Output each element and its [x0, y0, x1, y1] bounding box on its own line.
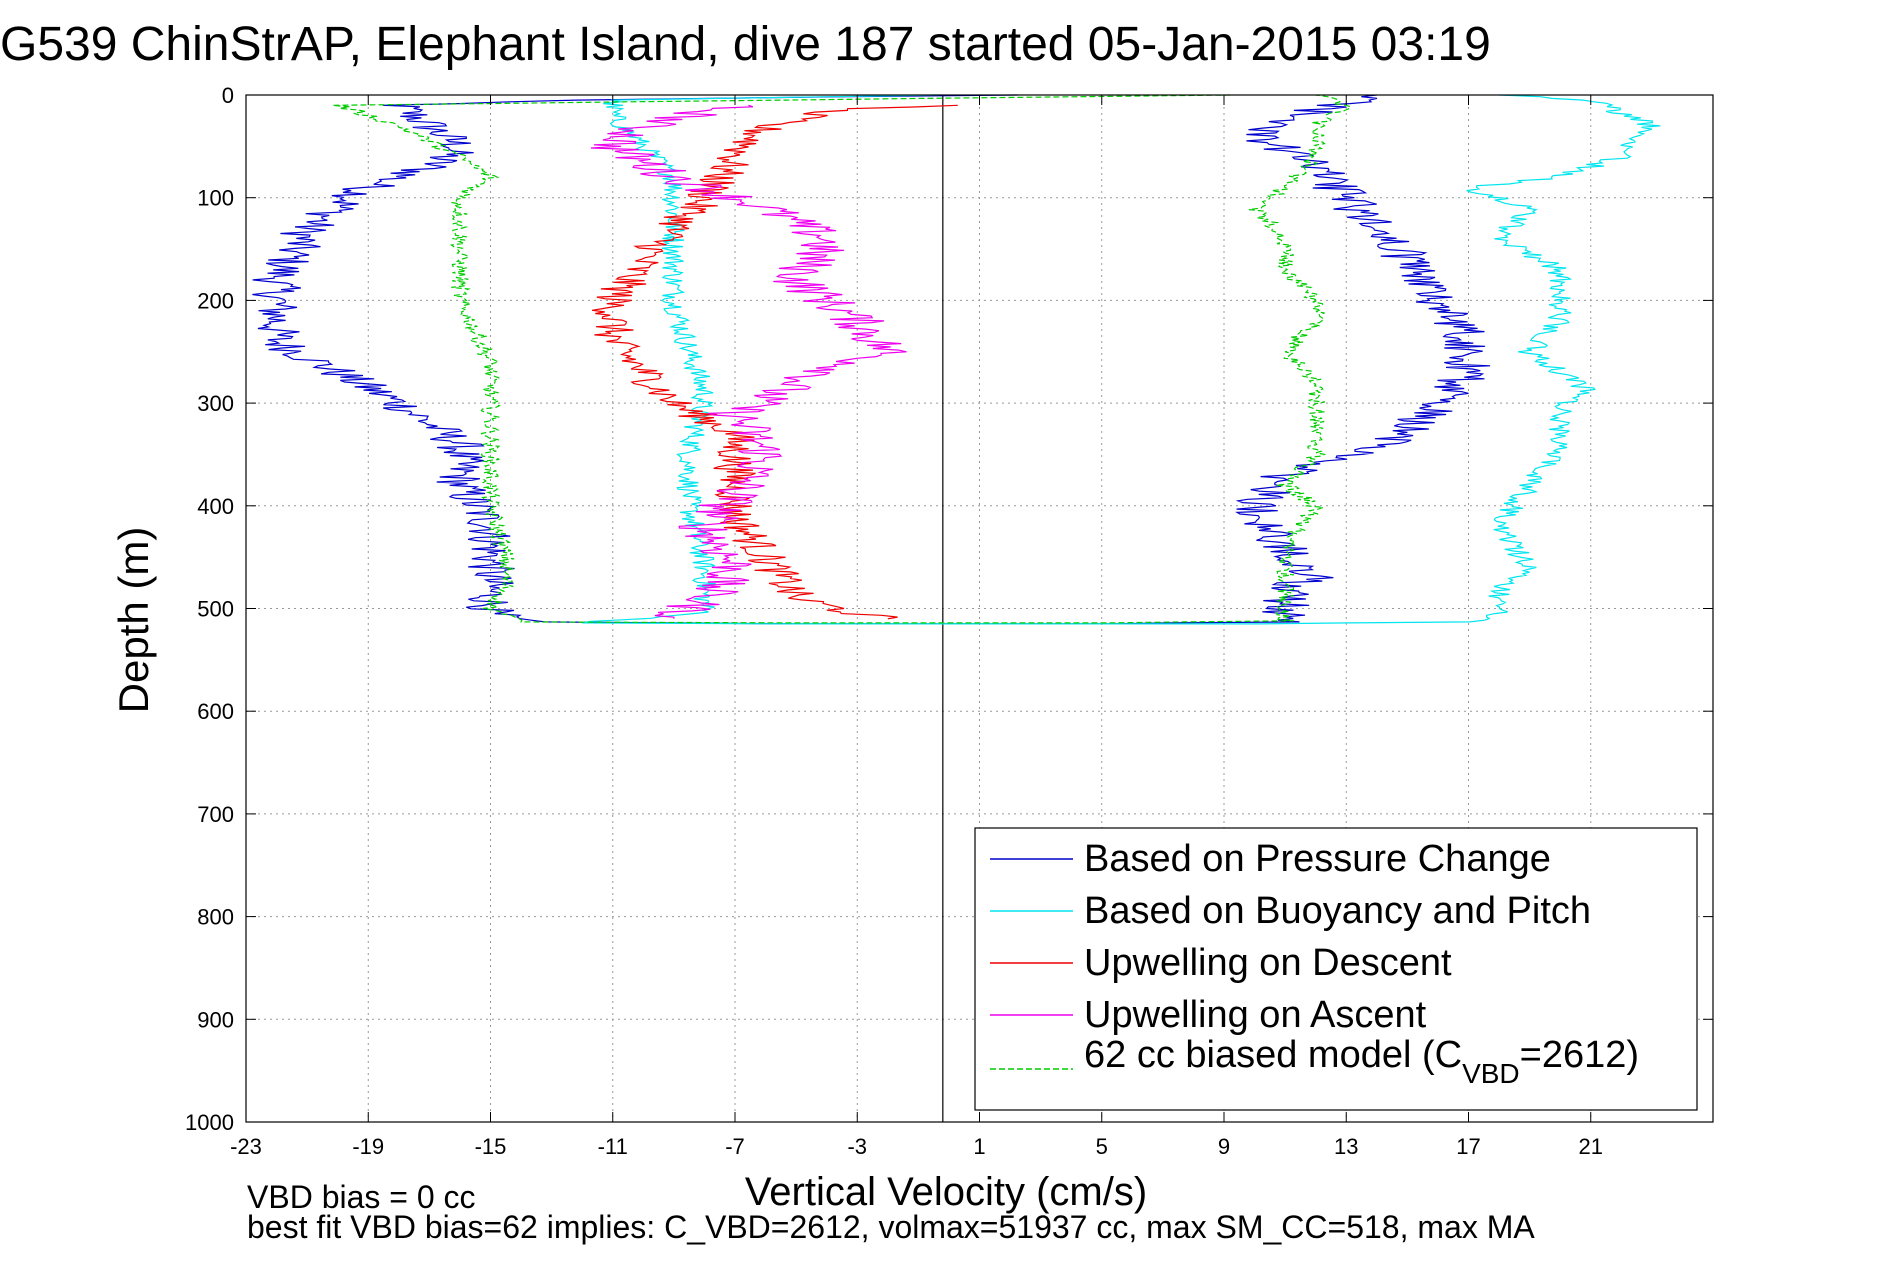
y-tick-label: 900	[197, 1007, 234, 1032]
x-tick-label: 17	[1456, 1134, 1480, 1159]
x-tick-label: 13	[1334, 1134, 1358, 1159]
x-tick-label: 9	[1218, 1134, 1230, 1159]
legend: Based on Pressure Change Based on Buoyanc…	[974, 827, 1698, 1111]
y-tick-label: 200	[197, 288, 234, 313]
legend-label-1: Based on Pressure Change	[1084, 838, 1551, 880]
x-tick-label: 21	[1579, 1134, 1603, 1159]
footer-line-1: VBD bias = 0 cc	[247, 1179, 476, 1215]
legend-box	[974, 827, 1698, 1111]
x-tick-label: -15	[475, 1134, 507, 1159]
chart-title: G539 ChinStrAP, Elephant Island, dive 18…	[0, 18, 1491, 71]
y-tick-label: 500	[197, 597, 234, 622]
legend-label-2: Based on Buoyancy and Pitch	[1084, 890, 1591, 932]
x-tick-label: -19	[352, 1134, 384, 1159]
y-tick-label: 0	[222, 83, 234, 108]
y-tick-label: 100	[197, 186, 234, 211]
legend-subscript: VBD	[1462, 1058, 1520, 1089]
y-tick-label: 400	[197, 494, 234, 519]
x-tick-label: -3	[847, 1134, 867, 1159]
series-layer	[252, 94, 1661, 625]
y-tick-label: 600	[197, 699, 234, 724]
legend-suffix: =2612)	[1520, 1034, 1639, 1076]
series-line-5	[332, 94, 1352, 624]
series-line-3	[592, 104, 958, 620]
axes: -23 -19 -15 -11 -7 -3 1 5 9 13 17 21 0 100 200 300 400 50…	[185, 83, 1714, 1159]
series-line-4	[590, 104, 907, 619]
x-tick-label: -23	[230, 1134, 262, 1159]
x-tick-label: 5	[1096, 1134, 1108, 1159]
x-tick-label: 1	[973, 1134, 985, 1159]
footer-line-2: best fit VBD bias=62 implies: C_VBD=2612…	[247, 1209, 1535, 1245]
x-tick-label: -11	[598, 1134, 628, 1159]
x-axis-label: Vertical Velocity (cm/s)	[745, 1170, 1147, 1214]
y-axis-label: Depth (m)	[110, 527, 157, 714]
series-line-2	[582, 94, 1661, 625]
y-tick-label: 1000	[185, 1110, 234, 1135]
legend-label-4: Upwelling on Ascent	[1084, 994, 1427, 1036]
x-tick-label: -7	[725, 1134, 745, 1159]
y-tick-label: 300	[197, 391, 234, 416]
legend-label-3: Upwelling on Descent	[1084, 942, 1452, 984]
y-tick-label: 700	[197, 802, 234, 827]
y-tick-label: 800	[197, 905, 234, 930]
